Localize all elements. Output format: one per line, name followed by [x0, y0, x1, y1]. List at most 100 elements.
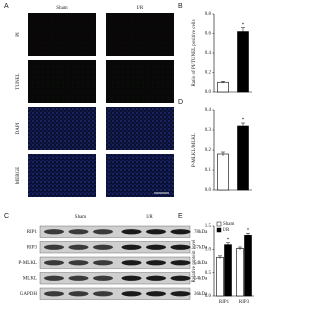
significance: *: [242, 23, 245, 28]
blot-band: [44, 244, 64, 250]
blot-label: P-MLKL: [18, 261, 37, 266]
blot-band: [44, 229, 64, 235]
blot-band: [68, 291, 89, 297]
error-bar: [241, 27, 245, 36]
y-tick-label: 0.4: [205, 51, 212, 56]
blot-size: 57kDa: [194, 245, 208, 250]
blot-band: [44, 260, 64, 266]
y-tick-label: 0.4: [205, 108, 212, 113]
y-tick-label: 0.2: [205, 148, 212, 153]
legend-swatch: [216, 221, 222, 227]
y-tick-label: 0.1: [205, 168, 212, 173]
bar: [217, 153, 229, 191]
error-bar: [221, 81, 225, 84]
micrograph: [106, 107, 174, 150]
row-label: PI: [16, 32, 21, 37]
micrograph: [106, 154, 174, 197]
legend-label: Sham: [223, 222, 235, 227]
column-header: Sham: [56, 6, 68, 11]
significance: *: [227, 238, 230, 243]
error-bar: [241, 122, 245, 129]
row-label: DAPI: [16, 122, 21, 134]
bar: [236, 248, 244, 297]
bar: [244, 235, 252, 297]
blot-size: 54kDa: [194, 276, 208, 281]
panel-label: C: [4, 213, 9, 220]
blot-band: [68, 244, 89, 250]
row-label: TUNEL: [16, 73, 21, 89]
blot-label: RIP1: [27, 230, 38, 235]
blot-band: [68, 229, 89, 235]
blot-band: [146, 275, 166, 281]
blot-band: [170, 244, 191, 250]
blot-band: [146, 291, 166, 297]
column-header: Sham: [75, 215, 87, 220]
error-bar: [238, 246, 242, 250]
error-bar: [221, 151, 225, 156]
y-tick-label: 0.0: [205, 90, 212, 95]
y-axis-label: P-MLKL/MLKL: [192, 133, 197, 167]
panel-label: D: [178, 99, 183, 106]
bar: [216, 256, 224, 297]
micrograph: [106, 13, 174, 56]
blot-band: [44, 291, 64, 297]
blot-band: [146, 244, 166, 250]
panel-label: E: [178, 213, 183, 220]
blot-band: [170, 275, 191, 281]
blot-band: [170, 229, 191, 235]
bar: [224, 244, 232, 297]
blot-size: 36kDa: [194, 292, 208, 297]
blot-band: [68, 275, 89, 281]
micrograph: [28, 60, 96, 103]
blot-band: [93, 275, 113, 281]
bar: [237, 125, 249, 191]
blot-label: RIP3: [27, 245, 38, 250]
blot-size: 54kDa: [194, 261, 208, 266]
y-axis-label: Ratio of PI/TUNEL positive cells: [192, 19, 197, 86]
blot-label: GAPDH: [20, 292, 38, 297]
y-tick-label: 0.2: [205, 71, 212, 76]
row-label: MERGE: [16, 167, 21, 185]
significance: *: [242, 118, 245, 123]
blot-band: [93, 229, 113, 235]
blot-size: 78kDa: [194, 230, 208, 235]
significance: *: [247, 229, 250, 234]
blot-band: [146, 229, 166, 235]
column-header: I/R: [137, 6, 144, 11]
blot-band: [93, 260, 113, 266]
blot-band: [170, 291, 191, 297]
micrograph: [106, 60, 174, 103]
error-bar: [246, 233, 250, 238]
blot-band: [93, 291, 113, 297]
column-header: I/R: [146, 215, 153, 220]
x-tick-label: RIP3: [239, 300, 250, 305]
panel-label: B: [178, 3, 183, 10]
y-tick-label: 0.3: [205, 128, 212, 133]
blot-band: [121, 260, 142, 266]
micrograph: [28, 107, 96, 150]
blot-band: [121, 291, 142, 297]
micrograph: [28, 154, 96, 197]
y-tick-label: 0.6: [205, 32, 212, 37]
y-tick-label: 1.5: [205, 224, 212, 229]
legend-label: I/R: [223, 228, 230, 233]
y-tick-label: 0.0: [205, 294, 212, 299]
y-tick-label: 0.5: [205, 271, 212, 276]
y-axis-label: Relative protein level: [192, 239, 197, 283]
micrograph: [28, 13, 96, 56]
x-tick-label: RIP1: [219, 300, 230, 305]
error-bar: [218, 255, 222, 259]
error-bar: [226, 242, 230, 247]
blot-label: MLKL: [23, 276, 37, 281]
blot-band: [170, 260, 191, 266]
blot-band: [121, 244, 142, 250]
blot-band: [93, 244, 113, 250]
legend-swatch: [216, 227, 222, 233]
blot-band: [146, 260, 166, 266]
y-tick-label: 0.8: [205, 12, 212, 17]
bar: [217, 81, 229, 93]
y-tick-label: 0.0: [205, 188, 212, 193]
bar: [237, 31, 249, 93]
